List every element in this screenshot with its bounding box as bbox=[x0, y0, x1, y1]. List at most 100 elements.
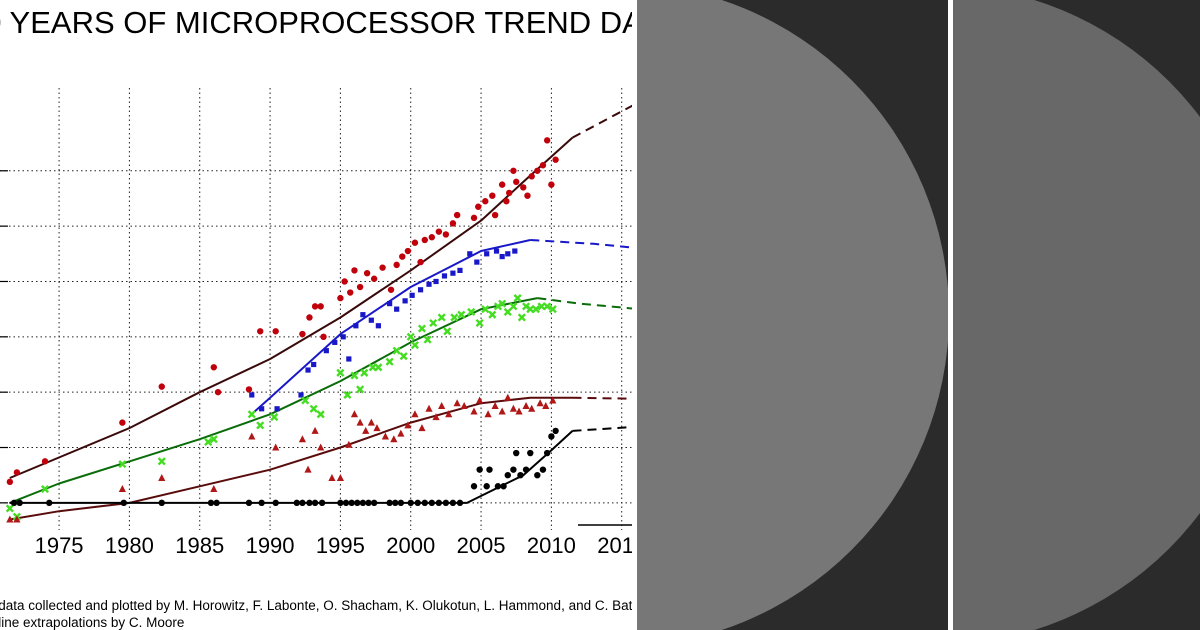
data-point bbox=[426, 281, 432, 287]
data-point bbox=[120, 499, 127, 507]
data-point bbox=[258, 499, 265, 507]
data-point bbox=[520, 184, 527, 191]
data-point bbox=[298, 435, 307, 443]
data-point bbox=[301, 396, 310, 405]
extrapolation-line bbox=[572, 426, 632, 432]
x-tick-label: 2015 bbox=[597, 533, 632, 558]
data-point bbox=[453, 399, 461, 407]
data-point bbox=[274, 406, 280, 412]
data-point bbox=[337, 294, 344, 302]
data-point bbox=[542, 402, 550, 410]
data-point bbox=[209, 435, 218, 444]
data-point bbox=[503, 307, 512, 316]
data-point bbox=[270, 413, 279, 422]
data-point bbox=[504, 393, 512, 401]
data-point bbox=[443, 327, 452, 336]
data-point bbox=[539, 466, 547, 473]
extrapolation-line bbox=[537, 297, 632, 310]
data-point bbox=[259, 406, 265, 412]
data-point bbox=[356, 385, 365, 394]
data-point bbox=[470, 483, 478, 490]
data-point bbox=[449, 499, 457, 507]
data-point bbox=[204, 437, 213, 447]
data-point bbox=[509, 302, 518, 311]
data-point bbox=[375, 323, 381, 329]
data-point bbox=[370, 499, 378, 507]
data-point bbox=[450, 313, 459, 322]
data-point bbox=[40, 484, 50, 494]
data-point bbox=[157, 457, 166, 466]
data-point bbox=[299, 330, 306, 338]
data-point bbox=[432, 413, 440, 421]
data-point bbox=[491, 211, 499, 219]
data-point bbox=[245, 386, 253, 393]
data-point bbox=[119, 419, 126, 426]
data-point bbox=[500, 483, 507, 490]
data-point bbox=[6, 478, 14, 486]
chart-panel: 40 YEARS OF MICROPROCESSOR TREND DATA 19… bbox=[0, 0, 632, 630]
data-point bbox=[397, 499, 405, 507]
data-point bbox=[158, 383, 165, 390]
data-point bbox=[467, 307, 476, 316]
data-point bbox=[305, 367, 311, 373]
data-point bbox=[393, 261, 400, 269]
data-point bbox=[441, 273, 448, 279]
data-point bbox=[484, 410, 492, 418]
data-point bbox=[404, 247, 412, 255]
data-point bbox=[517, 313, 526, 322]
data-point bbox=[311, 499, 319, 507]
data-point bbox=[513, 294, 522, 303]
data-point bbox=[306, 314, 313, 321]
data-point bbox=[528, 404, 536, 412]
data-point bbox=[435, 499, 443, 507]
data-point bbox=[450, 270, 456, 276]
data-point bbox=[362, 426, 370, 434]
data-point bbox=[522, 466, 530, 473]
data-point bbox=[399, 253, 406, 260]
data-point bbox=[272, 443, 280, 451]
data-point bbox=[328, 473, 336, 481]
data-point bbox=[394, 306, 400, 312]
panel-divider bbox=[632, 0, 637, 630]
data-point bbox=[118, 460, 127, 469]
data-point bbox=[41, 458, 49, 465]
data-point bbox=[359, 499, 367, 507]
data-point bbox=[247, 410, 256, 419]
data-point bbox=[428, 499, 436, 507]
data-point bbox=[423, 335, 432, 344]
data-point bbox=[404, 421, 412, 429]
data-point bbox=[272, 328, 279, 335]
x-tick-label: 2000 bbox=[386, 533, 435, 558]
data-point bbox=[399, 352, 408, 361]
data-point bbox=[510, 167, 517, 174]
data-point bbox=[428, 234, 436, 241]
footnotes: Original data collected and plotted by M… bbox=[0, 598, 632, 630]
data-point bbox=[491, 402, 499, 410]
data-point bbox=[467, 251, 473, 257]
data-point bbox=[517, 471, 524, 479]
data-point bbox=[421, 236, 428, 244]
data-point bbox=[470, 407, 478, 415]
data-point bbox=[336, 368, 345, 377]
data-point bbox=[348, 499, 355, 507]
data-point bbox=[381, 432, 390, 440]
microprocessor-trend-chart: 40 YEARS OF MICROPROCESSOR TREND DATA 19… bbox=[0, 5, 632, 630]
data-point bbox=[332, 339, 338, 345]
gauge-disc-right bbox=[953, 0, 1200, 630]
x-tick-label: 2010 bbox=[527, 533, 576, 558]
data-point bbox=[437, 313, 446, 322]
data-point bbox=[493, 248, 500, 254]
data-point bbox=[311, 361, 317, 368]
data-point bbox=[417, 258, 424, 266]
data-point bbox=[510, 466, 517, 473]
x-axis-tick-labels: 1975 1980 1985 1990 1995 2000 2005 2010 2015 bbox=[35, 533, 632, 558]
data-point bbox=[342, 499, 350, 507]
data-point bbox=[509, 404, 518, 412]
footnote-2: Dashed line extrapolations by C. Moore bbox=[0, 615, 184, 630]
data-point bbox=[411, 410, 419, 418]
data-point bbox=[513, 178, 520, 186]
data-point bbox=[435, 228, 443, 235]
data-point bbox=[527, 449, 534, 457]
data-point bbox=[207, 499, 215, 507]
data-point bbox=[158, 499, 165, 507]
